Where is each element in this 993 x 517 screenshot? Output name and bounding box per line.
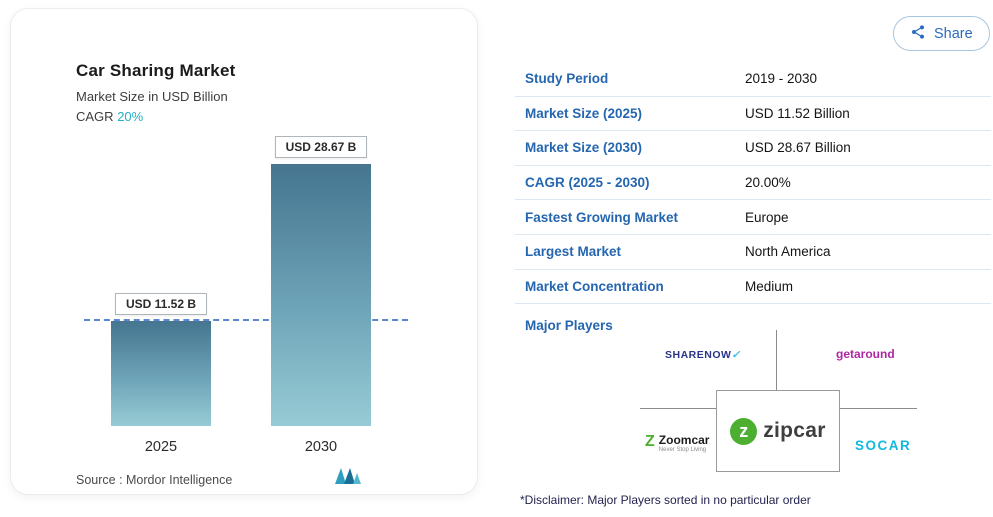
zoomcar-z-icon: Z [645,433,655,450]
table-row: Market Concentration Medium [515,270,991,305]
socar-logo: SOCAR [855,438,912,453]
row-label: CAGR (2025 - 2030) [525,175,650,191]
x-axis-label-2030: 2030 [304,439,338,455]
row-value: USD 28.67 Billion [745,140,851,156]
source-attribution: Source : Mordor Intelligence [76,473,233,487]
table-row: Study Period 2019 - 2030 [515,62,991,97]
zoomcar-logo: Z Zoomcar Never Stop Living [645,433,710,454]
bar-value-label-2025: USD 11.52 B [114,293,208,315]
sharenow-logo: SHARENOW✓ [665,349,741,361]
cagr-value: 20% [117,109,144,124]
x-axis: 2025 2030 [76,439,406,455]
chart-cagr: CAGR 20% [76,109,143,124]
players-diagram-left-line [640,408,716,409]
sharenow-logo-text: SHARENOW [665,349,732,361]
table-row: CAGR (2025 - 2030) 20.00% [515,166,991,201]
table-row: Market Size (2030) USD 28.67 Billion [515,131,991,166]
x-axis-label-2025: 2025 [144,439,178,455]
mordor-intelligence-logo-icon [331,465,365,490]
cagr-label: CAGR [76,109,114,124]
players-diagram-right-line [840,408,917,409]
table-row: Largest Market North America [515,235,991,270]
chart-subtitle: Market Size in USD Billion [76,89,228,104]
table-row: Fastest Growing Market Europe [515,200,991,235]
players-disclaimer: *Disclaimer: Major Players sorted in no … [520,493,811,507]
row-label: Market Concentration [525,278,664,294]
row-value: North America [745,244,831,260]
bar-group-2030: USD 28.67 B [271,136,371,426]
bar-2025 [111,321,211,426]
baseline-dashed-line [84,319,408,321]
row-value: Medium [745,278,794,294]
share-button[interactable]: Share [893,16,990,51]
share-button-label: Share [934,25,973,42]
zipcar-logo: z zipcar [716,390,840,472]
major-players-label: Major Players [525,318,613,333]
row-label: Market Size (2025) [525,105,643,121]
row-value: 2019 - 2030 [745,71,818,87]
players-diagram-vertical-line [776,330,777,390]
row-value: Europe [745,209,789,225]
chart-title: Car Sharing Market [76,61,236,80]
table-row: Market Size (2025) USD 11.52 Billion [515,97,991,132]
zoomcar-logo-text: Zoomcar [658,433,710,447]
row-value: 20.00% [745,175,791,191]
zipcar-logo-text: zipcar [763,419,826,442]
zipcar-z-icon: z [730,417,758,445]
row-value: USD 11.52 Billion [745,105,850,121]
sharenow-check-icon: ✓ [731,349,741,361]
chart-card: Car Sharing Market Market Size in USD Bi… [10,8,478,495]
row-label: Study Period [525,71,609,87]
row-label: Fastest Growing Market [525,209,679,225]
row-label: Largest Market [525,244,622,260]
bar-group-2025: USD 11.52 B [111,293,211,426]
row-label: Market Size (2030) [525,140,643,156]
bar-2030 [271,164,371,426]
bar-chart: USD 11.52 B USD 28.67 B [76,127,408,426]
bar-value-label-2030: USD 28.67 B [274,136,368,158]
share-icon [910,24,926,44]
getaround-logo: getaround [836,347,895,361]
market-summary-table: Study Period 2019 - 2030 Market Size (20… [515,62,991,305]
zoomcar-tagline: Never Stop Living [658,447,707,454]
